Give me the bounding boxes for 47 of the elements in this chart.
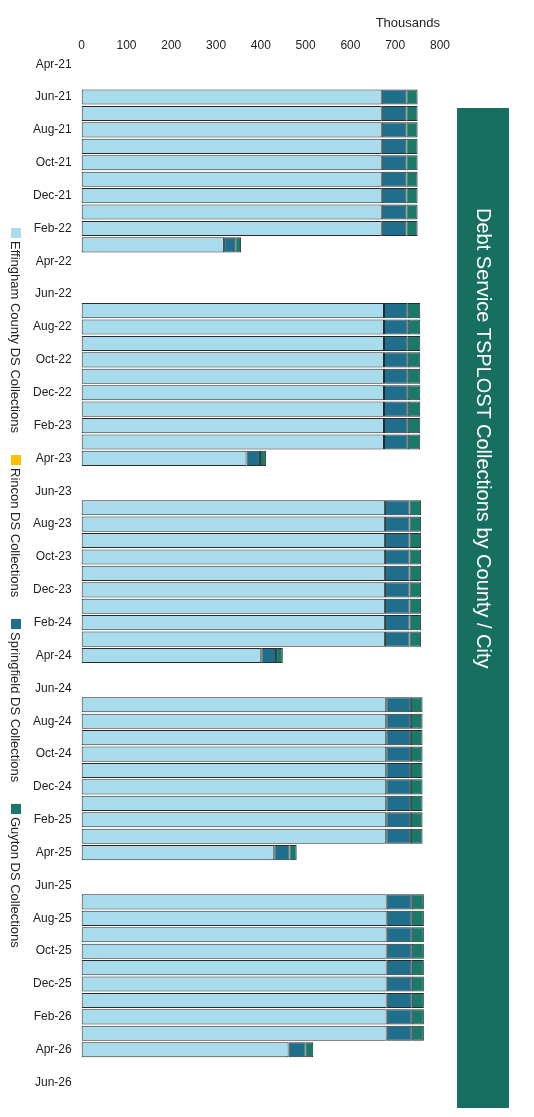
y-tick-label: Feb-22 <box>33 220 73 235</box>
x-tick-label: 700 <box>385 38 406 53</box>
x-tick-label: 100 <box>116 38 137 53</box>
y-tick-label: Apr-21 <box>35 56 73 71</box>
x-tick-label: 400 <box>250 38 272 53</box>
y-tick-label: Feb-23 <box>33 417 73 432</box>
legend-label: Rincon DS Collections <box>8 467 23 598</box>
y-tick-label: Apr-23 <box>35 450 73 465</box>
y-tick-label: Jun-23 <box>34 483 73 498</box>
y-tick-label: Oct-21 <box>35 155 73 170</box>
y-tick-label: Apr-25 <box>35 844 73 859</box>
y-tick-label: Oct-24 <box>35 746 73 761</box>
x-tick-label: 500 <box>295 38 316 53</box>
y-tick-label: Jun-26 <box>34 1074 73 1089</box>
y-tick-label: Dec-22 <box>33 385 73 400</box>
y-tick-label: Aug-25 <box>32 910 73 925</box>
y-tick-label: Jun-22 <box>34 286 73 301</box>
y-tick-label: Aug-21 <box>32 122 73 137</box>
y-tick-label: Feb-24 <box>33 614 73 629</box>
y-tick-label: Jun-21 <box>34 89 73 104</box>
y-tick-label: Jun-25 <box>34 877 73 892</box>
y-tick-label: Aug-23 <box>32 516 73 531</box>
y-tick-label: Dec-23 <box>33 582 73 597</box>
x-tick-label: 800 <box>429 38 451 53</box>
legend-label: Springfield DS Collections <box>8 632 23 783</box>
legend-label: Effingham County DS Collections <box>8 240 23 433</box>
y-tick-label: Aug-22 <box>32 319 73 334</box>
y-tick-label: Dec-25 <box>33 976 73 991</box>
y-tick-label: Dec-21 <box>33 187 73 202</box>
legend-label: Guyton DS Collections <box>8 817 23 949</box>
y-tick-label: Oct-25 <box>35 943 73 958</box>
x-tick-label: 600 <box>340 38 361 53</box>
x-tick-label: 0 <box>78 38 86 53</box>
y-tick-label: Aug-24 <box>32 713 73 728</box>
y-tick-label: Oct-23 <box>35 549 73 564</box>
y-tick-label: Dec-24 <box>33 779 73 794</box>
x-tick-label: 200 <box>161 38 182 53</box>
y-tick-label: Apr-22 <box>35 253 73 268</box>
y-tick-label: Oct-22 <box>35 352 73 367</box>
y-tick-label: Jun-24 <box>34 680 73 695</box>
y-tick-label: Apr-24 <box>35 647 73 662</box>
x-axis-title: Thousands <box>375 15 441 31</box>
y-tick-label: Feb-26 <box>33 1009 73 1024</box>
y-tick-label: Apr-26 <box>35 1042 73 1057</box>
x-tick-label: 300 <box>206 38 227 53</box>
text: Debt Service TSPLOST Collections by County / City <box>471 208 495 669</box>
y-tick-label: Feb-25 <box>33 812 73 827</box>
